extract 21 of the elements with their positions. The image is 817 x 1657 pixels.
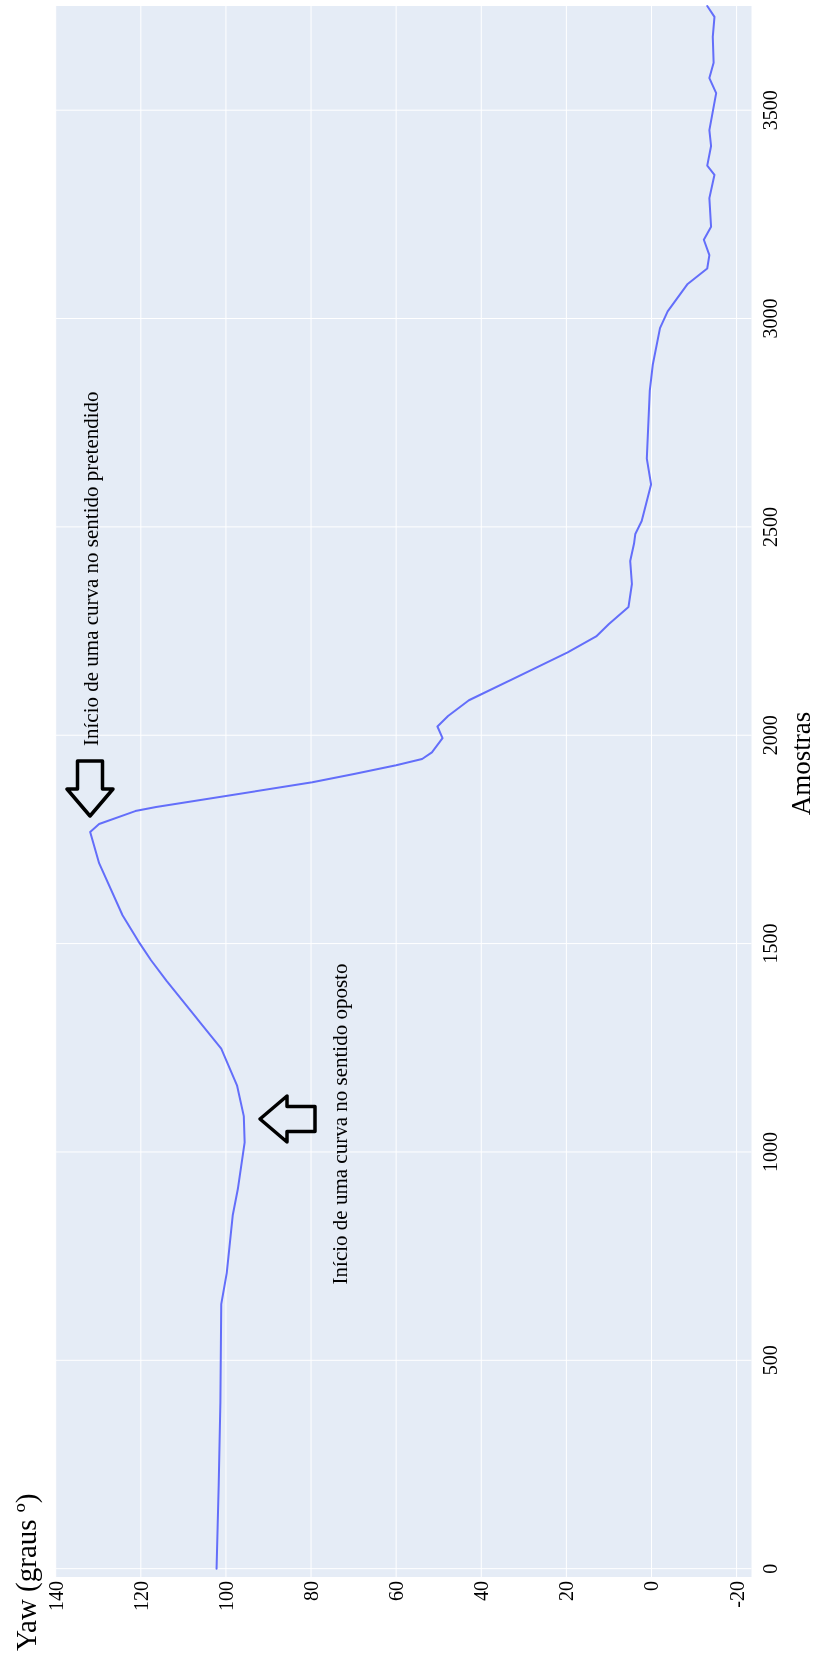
x-tick-label: 100: [214, 1581, 237, 1611]
y-tick-label: 500: [758, 1345, 781, 1376]
annotation: Início de uma curva no sentido oposto: [328, 963, 353, 1285]
y-tick-label: 3500: [758, 90, 781, 131]
y-tick-label: 3000: [758, 298, 781, 339]
y-tick-label: 2500: [758, 506, 781, 547]
text: Yaw (graus º): [10, 1493, 43, 1651]
y-tick-label: 0: [758, 1563, 781, 1574]
y-tick-label: 1000: [758, 1131, 781, 1172]
y-tick-label: 1500: [758, 923, 781, 964]
x-tick-label: -20: [725, 1581, 748, 1608]
x-tick-label: 20: [555, 1581, 578, 1601]
x-tick-label: 0: [640, 1581, 663, 1591]
x-tick-label: 120: [129, 1581, 152, 1611]
y-tick-label: 2000: [758, 715, 781, 756]
y-axis-title: Amostras: [786, 711, 816, 816]
x-tick-label: 80: [300, 1581, 323, 1601]
x-tick-label: 40: [470, 1581, 493, 1601]
x-tick-label: 60: [385, 1581, 408, 1601]
annotation: Início de uma curva no sentido pretendido: [79, 391, 104, 746]
x-tick-label: 140: [44, 1581, 67, 1611]
